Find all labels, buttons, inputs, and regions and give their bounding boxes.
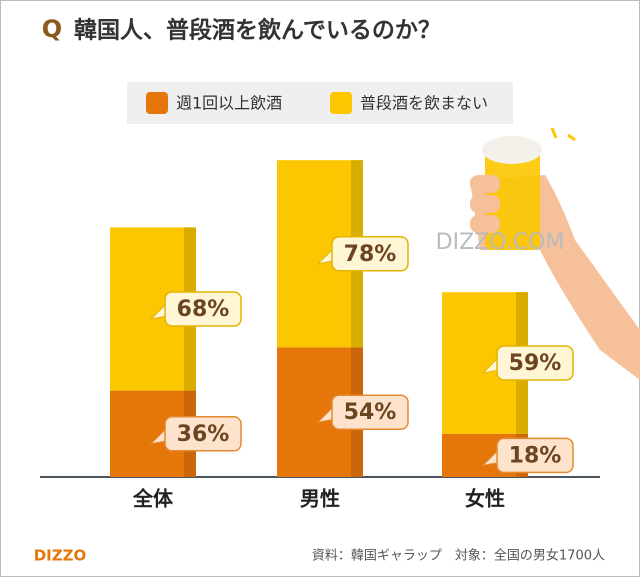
x-tick-label: 全体: [132, 487, 174, 511]
legend-box: [127, 82, 513, 124]
value-label: 18%: [509, 443, 562, 468]
legend-swatch: [330, 92, 352, 114]
legend-swatch: [146, 92, 168, 114]
callout: [496, 345, 574, 381]
illustration: [470, 127, 640, 380]
legend-label: 普段酒を飲まない: [360, 94, 488, 113]
callout: [496, 437, 574, 474]
value-label: 78%: [344, 242, 397, 267]
x-tick-label: 女性: [465, 487, 505, 511]
value-label: 68%: [177, 297, 230, 322]
callout: [164, 291, 242, 327]
logo: DIZZO: [34, 547, 87, 565]
callout: [164, 416, 242, 452]
chart-title: 韓国人、普段酒を飲んでいるのか？: [74, 17, 441, 44]
value-label: 36%: [177, 422, 230, 447]
value-label: 59%: [509, 351, 562, 376]
callout: [331, 394, 409, 430]
callout: [331, 236, 409, 272]
watermark: DIZZO.COM: [436, 230, 565, 255]
legend-label: 週1回以上飲酒: [176, 94, 282, 113]
q-mark: Q: [42, 15, 62, 43]
source: 資料：韓国ギャラップ 対象：全国の男女1700人: [312, 548, 605, 564]
value-label: 54%: [344, 400, 397, 425]
x-tick-label: 男性: [300, 487, 340, 511]
